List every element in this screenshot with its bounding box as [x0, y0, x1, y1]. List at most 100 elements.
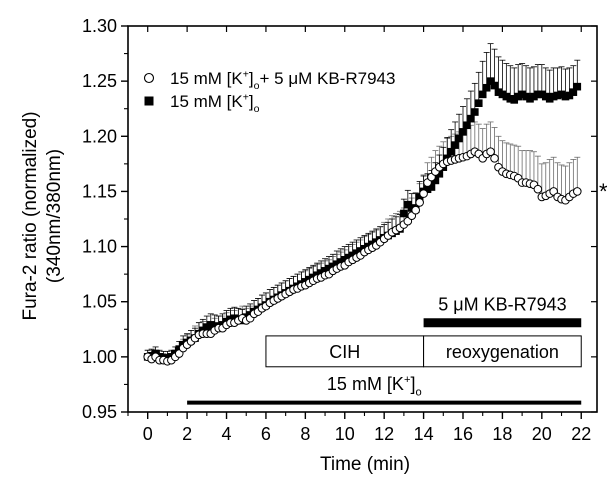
data-point-square	[463, 121, 471, 130]
data-point-square	[538, 90, 546, 99]
data-point-square	[407, 204, 416, 212]
data-point-square	[510, 96, 519, 104]
data-point-square	[549, 92, 558, 101]
data-point-square	[404, 200, 412, 209]
y-axis-title-line2: (340nm/380nm)	[44, 149, 65, 283]
data-point-square	[498, 90, 507, 99]
data-point-square	[203, 323, 211, 331]
data-point-square	[506, 94, 515, 103]
y-tick-label: 1.00	[82, 347, 117, 367]
data-point-square	[518, 90, 526, 99]
x-tick-label: 0	[143, 424, 153, 444]
data-point-circle	[415, 198, 424, 207]
data-point-square	[541, 92, 550, 101]
x-tick-label: 10	[335, 424, 355, 444]
data-point-square	[502, 92, 511, 101]
data-point-square	[482, 83, 491, 92]
data-point-square	[486, 77, 495, 85]
annotations: 15 mM [K+]o CIH reoxygenation 5 μM KB-R7943…	[187, 179, 607, 405]
data-markers	[143, 77, 582, 366]
data-point-square	[340, 256, 349, 264]
data-point-square	[230, 314, 239, 323]
reox-box	[423, 335, 582, 368]
data-point-square	[522, 92, 530, 101]
kbr-bar	[423, 318, 582, 328]
data-point-square	[494, 88, 503, 96]
legend-marker-circle	[143, 72, 155, 84]
data-point-square	[400, 209, 408, 218]
x-tick-label: 12	[374, 424, 394, 444]
y-tick-label: 1.30	[82, 16, 117, 36]
x-tick-label: 14	[414, 424, 434, 444]
data-point-square	[344, 253, 353, 262]
data-point-square	[423, 185, 432, 194]
data-point-square	[467, 114, 475, 123]
x-axis-title: Time (min)	[320, 454, 410, 475]
data-point-circle	[486, 147, 495, 157]
data-point-circle	[533, 184, 543, 194]
data-point-circle	[419, 189, 428, 198]
data-point-square	[348, 251, 357, 260]
data-point-square	[431, 176, 440, 185]
data-point-square	[534, 90, 542, 99]
data-point-square	[352, 249, 361, 257]
k-bar-label: 15 mM [K+]o	[327, 374, 422, 398]
data-point-square	[317, 269, 325, 277]
x-tick-label: 4	[222, 424, 232, 444]
data-point-square	[545, 94, 554, 103]
reox-label: reoxygenation	[446, 342, 559, 362]
significance-star: *	[599, 179, 607, 204]
x-tick-label: 2	[182, 424, 192, 444]
data-point-square	[206, 321, 215, 329]
data-point-square	[210, 322, 219, 330]
data-point-square	[329, 262, 337, 271]
data-point-square	[490, 81, 499, 90]
y-tick-label: 1.10	[82, 237, 117, 257]
data-point-square	[471, 108, 479, 116]
data-point-square	[553, 91, 562, 100]
x-tick-label: 6	[261, 424, 271, 444]
x-tick-label: 20	[532, 424, 552, 444]
legend-label-kbr: 15 mM [K+]o+ 5 μM KB-R7943	[170, 69, 395, 93]
data-point-square	[569, 88, 578, 96]
x-tick-label: 16	[453, 424, 473, 444]
data-point-circle	[490, 154, 499, 163]
data-point-square	[573, 82, 582, 91]
data-point-square	[557, 90, 566, 99]
x-tick-label: 18	[492, 424, 512, 444]
data-point-square	[447, 147, 455, 156]
data-point-square	[337, 258, 345, 266]
cih-label: CIH	[329, 342, 360, 362]
data-point-square	[478, 90, 487, 99]
kbr-bar-label: 5 μM KB-R7943	[438, 295, 566, 315]
legend-label-control: 15 mM [K+]o	[170, 92, 260, 116]
y-tick-label: 1.05	[82, 292, 117, 312]
y-tick-label: 1.15	[82, 181, 117, 201]
data-point-square	[451, 141, 459, 149]
data-point-square	[530, 92, 538, 101]
cih-box	[265, 335, 425, 368]
data-point-square	[561, 92, 570, 101]
data-point-square	[474, 99, 483, 107]
data-point-square	[455, 134, 463, 143]
data-point-square	[526, 94, 534, 103]
x-tick-label: 8	[300, 424, 310, 444]
legend-marker-square	[144, 96, 154, 106]
y-tick-label: 0.95	[82, 402, 117, 422]
data-point-square	[459, 128, 467, 136]
data-point-circle	[572, 187, 582, 196]
data-point-square	[321, 267, 329, 275]
data-point-circle	[411, 205, 421, 215]
y-tick-label: 1.20	[82, 126, 117, 146]
data-point-square	[565, 91, 574, 100]
data-point-square	[427, 183, 436, 191]
axes: 0 2 4 6 8 10 12 14 16 18 20 22 0.95 1.00 1.05 1.10 1.15 1…	[82, 16, 597, 444]
x-tick-label: 22	[571, 424, 591, 444]
data-point-square	[514, 92, 522, 101]
y-tick-label: 1.25	[82, 71, 117, 91]
data-point-square	[435, 169, 444, 178]
data-point-square	[325, 264, 333, 273]
y-axis-title-line1: Fura-2 ratio (normalized)	[20, 111, 41, 320]
